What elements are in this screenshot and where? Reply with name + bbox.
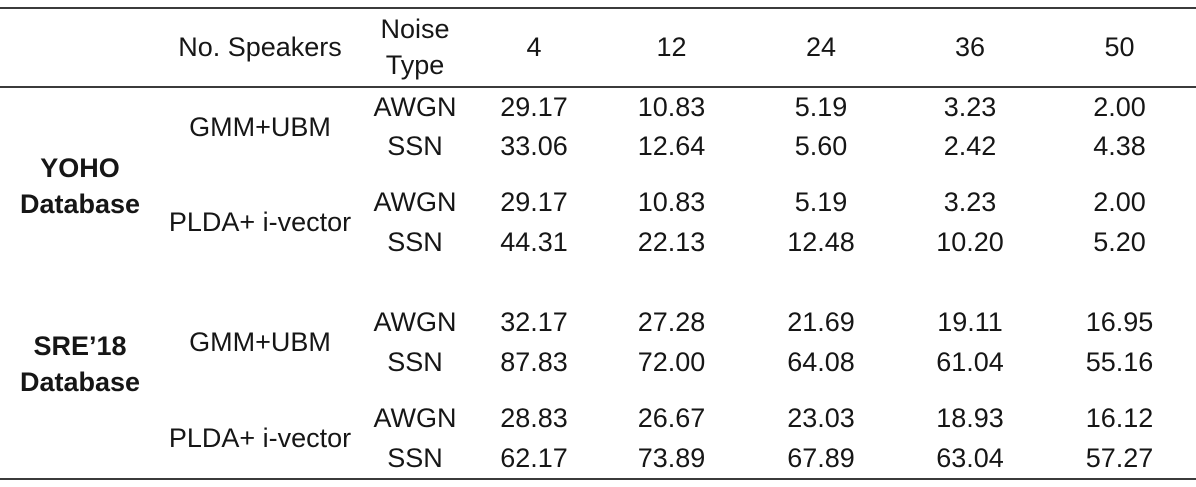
header-speaker-count-50: 50 — [1043, 8, 1196, 88]
eer-value: 3.23 — [943, 187, 997, 218]
eer-value: 18.93 — [936, 403, 1004, 434]
model-label: GMM+UBM — [189, 111, 331, 142]
database-label-yoho: YOHO Database — [19, 152, 141, 219]
eer-value: 29.17 — [500, 91, 568, 122]
eer-value: 55.16 — [1085, 347, 1154, 378]
group-gap — [0, 383, 1196, 399]
eer-value: 27.28 — [637, 307, 706, 338]
header-no-speakers: No. Speakers — [0, 8, 360, 88]
eer-value: 5.60 — [794, 131, 848, 162]
eer-value: 33.06 — [500, 131, 568, 162]
eer-value: 32.17 — [500, 307, 568, 338]
eer-value: 3.23 — [943, 91, 997, 122]
noise-label: SSN — [387, 442, 443, 473]
header-speaker-count-12: 12 — [598, 8, 745, 88]
model-label: PLDA+ i-vector — [168, 422, 352, 453]
group-gap — [0, 167, 1196, 183]
noise-label: SSN — [387, 131, 443, 162]
eer-value: 2.42 — [943, 131, 997, 162]
noise-label: AWGN — [373, 187, 457, 218]
eer-value: 2.00 — [1093, 91, 1146, 122]
header-row: No. Speakers Noise Type 4 12 24 36 50 — [0, 8, 1196, 88]
eer-value: 23.03 — [787, 403, 855, 434]
eer-value: 16.12 — [1085, 403, 1154, 434]
noise-label: SSN — [387, 227, 443, 258]
eer-value: 44.31 — [500, 227, 568, 258]
eer-value: 64.08 — [787, 347, 855, 378]
eer-value: 2.00 — [1093, 187, 1146, 218]
eer-value: 4.38 — [1093, 131, 1146, 162]
table-row: SRE’18 Database GMM+UBM AWGN 32.17 27.28… — [0, 303, 1196, 396]
table-row: SSN 62.17 73.89 67.89 63.04 57.27 — [0, 439, 1196, 479]
noise-label: AWGN — [373, 307, 457, 338]
eer-value: 5.19 — [794, 187, 848, 218]
eer-value: 28.83 — [500, 403, 568, 434]
eer-value: 62.17 — [500, 442, 568, 473]
table-row: SSN 33.06 12.64 5.60 2.42 4.38 — [0, 127, 1196, 167]
model-label: PLDA+ i-vector — [168, 207, 352, 238]
header-speaker-count-4: 4 — [470, 8, 598, 88]
eer-value: 12.48 — [787, 227, 855, 258]
database-gap — [0, 263, 1196, 303]
noise-label: SSN — [387, 347, 443, 378]
eer-value: 73.89 — [637, 442, 706, 473]
table-row: PLDA+ i-vector AWGN 29.17 10.83 5.19 3.2… — [0, 183, 1196, 237]
eer-value: 29.17 — [500, 187, 568, 218]
header-speaker-count-24: 24 — [745, 8, 897, 88]
eer-value: 16.95 — [1085, 307, 1154, 338]
model-label: GMM+UBM — [189, 327, 331, 358]
eer-value: 67.89 — [787, 442, 855, 473]
eer-value: 57.27 — [1085, 442, 1154, 473]
table-row: SSN 87.83 72.00 64.08 61.04 55.16 — [0, 343, 1196, 383]
results-table: No. Speakers Noise Type 4 12 24 36 50 YO… — [0, 7, 1196, 480]
eer-value: 72.00 — [637, 347, 706, 378]
eer-value: 12.64 — [637, 131, 706, 162]
table-row: PLDA+ i-vector AWGN 28.83 26.67 23.03 18… — [0, 399, 1196, 453]
eer-value: 10.20 — [936, 227, 1004, 258]
eer-value: 61.04 — [936, 347, 1004, 378]
database-label-sre18: SRE’18 Database — [19, 330, 141, 397]
eer-value: 21.69 — [787, 307, 855, 338]
noise-label: AWGN — [373, 91, 457, 122]
eer-value: 26.67 — [637, 403, 706, 434]
table-row: YOHO Database GMM+UBM AWGN 29.17 10.83 5… — [0, 87, 1196, 219]
header-speaker-count-36: 36 — [897, 8, 1043, 88]
eer-value: 87.83 — [500, 347, 568, 378]
noise-label: AWGN — [373, 403, 457, 434]
eer-value: 10.83 — [637, 187, 706, 218]
eer-value: 19.11 — [937, 307, 1003, 338]
eer-value: 63.04 — [936, 442, 1004, 473]
eer-value: 5.20 — [1093, 227, 1146, 258]
eer-value: 22.13 — [637, 227, 706, 258]
header-noise-type: Noise Type — [360, 8, 470, 88]
table-row: SSN 44.31 22.13 12.48 10.20 5.20 — [0, 223, 1196, 263]
eer-value: 10.83 — [637, 91, 706, 122]
eer-value: 5.19 — [794, 91, 848, 122]
